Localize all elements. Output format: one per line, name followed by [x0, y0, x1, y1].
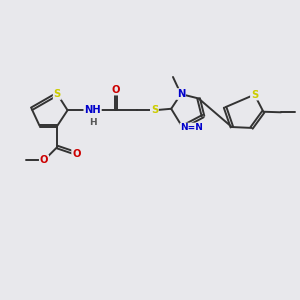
Text: NH: NH [84, 105, 101, 115]
Text: O: O [72, 148, 81, 158]
Text: O: O [40, 155, 48, 165]
Text: S: S [251, 90, 258, 100]
Text: O: O [112, 85, 120, 94]
Text: S: S [151, 105, 158, 115]
Text: N=N: N=N [180, 123, 203, 132]
Text: N: N [177, 89, 185, 99]
Text: S: S [54, 89, 61, 99]
Text: H: H [89, 118, 96, 127]
